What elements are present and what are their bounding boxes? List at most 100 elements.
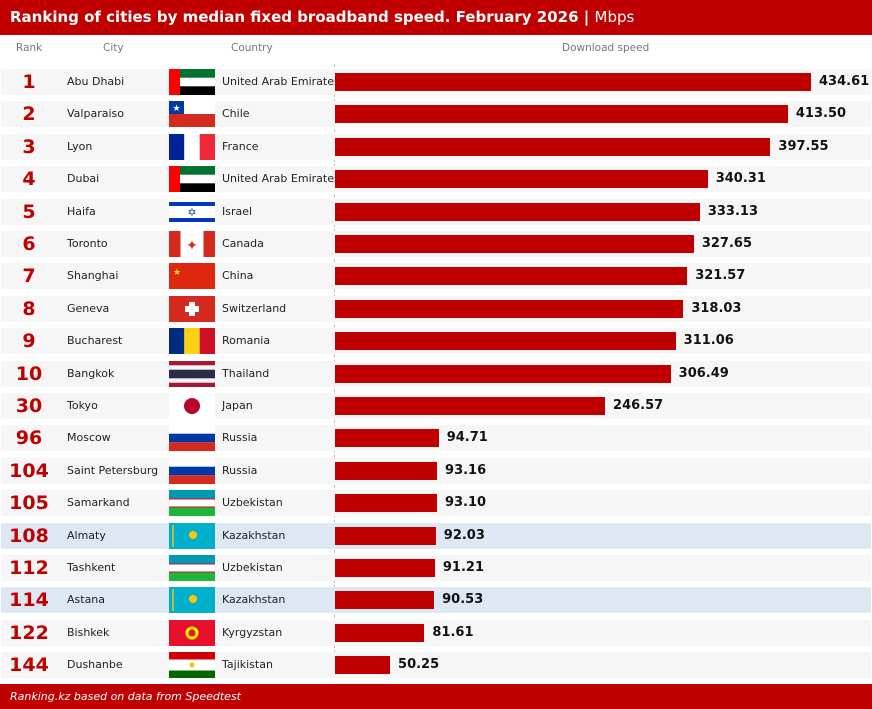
city-name: Tashkent: [67, 561, 116, 574]
speed-bar: [335, 137, 771, 156]
column-header-speed: Download speed: [562, 42, 650, 54]
column-header-country: Country: [231, 42, 273, 54]
city-name: Almaty: [67, 528, 106, 542]
country-name: Romania: [222, 334, 271, 348]
rank-number: 6: [22, 233, 36, 255]
speed-value-label: 92.03: [443, 527, 485, 543]
uzbekistan-flag-icon: [169, 555, 215, 581]
kyrgyzstan-flag-icon: [169, 619, 215, 646]
rank-number: 1: [22, 71, 36, 93]
speed-bar: [335, 332, 676, 351]
speed-bar: [335, 105, 788, 124]
rank-number: 30: [15, 395, 43, 417]
rank-number: 8: [22, 297, 36, 320]
speed-bar: [335, 461, 438, 480]
speed-bar: [335, 397, 606, 415]
city-name: Bangkok: [67, 366, 115, 380]
rank-number: 104: [9, 459, 49, 482]
rank-number: 5: [22, 200, 36, 223]
speed-value-label: 340.31: [715, 171, 766, 187]
speed-value-label: 397.55: [778, 138, 829, 154]
country-name: United Arab Emirates: [222, 75, 340, 88]
japan-flag-icon: [169, 393, 215, 419]
svg-text:★: ★: [172, 104, 180, 114]
chart-title: Ranking of cities by median fixed broadb…: [10, 8, 579, 26]
speed-value-label: 434.61: [819, 74, 870, 89]
table-row: 4 Dubai United Arab Emirates 340.31: [1, 166, 871, 193]
speed-bar: [335, 73, 811, 91]
svg-text:✡: ✡: [187, 206, 196, 219]
speed-value-label: 50.25: [398, 657, 440, 673]
title-separator: |: [583, 8, 590, 26]
table-row: 10 Bangkok Thailand 306.49: [1, 360, 871, 387]
table-row: 96 Moscow Russia 94.71: [1, 425, 871, 452]
country-name: Kazakhstan: [222, 528, 286, 542]
rank-number: 108: [9, 524, 49, 547]
table-row: 7 Shanghai ★ China 321.57: [1, 263, 871, 290]
rank-number: 7: [22, 265, 36, 288]
rank-number: 96: [15, 427, 43, 450]
speed-value-label: 327.65: [701, 236, 753, 251]
table-row: 3 Lyon France 397.55: [1, 133, 871, 160]
table-row: 1 Abu Dhabi United Arab Emirates 434.61: [1, 69, 871, 95]
romania-flag-icon: [169, 328, 215, 355]
city-name: Tokyo: [67, 399, 98, 412]
speed-bar: [335, 429, 439, 448]
switzerland-flag-icon: [169, 295, 215, 322]
city-name: Dushanbe: [67, 658, 123, 672]
france-flag-icon: [169, 133, 215, 160]
country-name: Japan: [222, 399, 253, 412]
speed-value-label: 318.03: [691, 300, 742, 316]
country-name: Kazakhstan: [222, 593, 286, 607]
country-name: Canada: [222, 237, 264, 250]
rank-number: 114: [9, 589, 49, 612]
kazakhstan-flag-icon: [169, 522, 215, 549]
speed-bar: [335, 623, 425, 642]
unit-label: Mbps: [594, 8, 635, 26]
speed-bar: [335, 494, 437, 513]
country-name: Thailand: [222, 366, 270, 380]
table-row: 30 Tokyo Japan 246.57: [1, 393, 871, 419]
uae-flag-icon: [169, 166, 215, 193]
table-row: 122 Bishkek Kyrgyzstan 81.61: [1, 619, 871, 646]
speed-value-label: 306.49: [678, 365, 729, 381]
rank-number: 2: [22, 103, 36, 126]
russia-flag-icon: [169, 425, 215, 452]
table-row: 114 Astana Kazakhstan 90.53: [1, 587, 871, 614]
speed-value-label: 93.10: [444, 495, 487, 511]
chart-title-bar: Ranking of cities by median fixed broadb…: [0, 0, 872, 35]
tajikistan-flag-icon: [169, 652, 215, 679]
country-name: Uzbekistan: [222, 496, 283, 510]
speed-bar: [335, 170, 708, 189]
city-name: Moscow: [67, 431, 111, 445]
speed-value-label: 413.50: [795, 106, 847, 122]
country-name: Tajikistan: [222, 658, 273, 672]
speed-bar: [335, 267, 688, 286]
svg-text:✦: ✦: [186, 238, 198, 254]
rank-number: 10: [15, 362, 43, 385]
speed-bar: [335, 235, 694, 253]
table-row: 5 Haifa ✡ Israel 333.13: [1, 198, 871, 225]
city-name: Dubai: [67, 172, 100, 186]
source-footer: Ranking.kz based on data from Speedtest: [0, 684, 872, 709]
city-name: Bucharest: [67, 334, 123, 348]
city-name: Astana: [67, 593, 106, 607]
table-row: 112 Tashkent Uzbekistan 91.21: [1, 555, 871, 581]
city-name: Toronto: [67, 237, 108, 250]
speed-bar: [335, 656, 391, 675]
speed-value-label: 93.16: [445, 462, 487, 478]
country-name: Uzbekistan: [222, 561, 283, 574]
city-name: Bishkek: [67, 625, 110, 639]
speed-bar: [335, 364, 671, 383]
rank-number: 112: [9, 557, 49, 579]
city-name: Saint Petersburg: [67, 463, 159, 477]
speed-value-label: 91.21: [442, 560, 485, 575]
china-flag-icon: ★: [169, 263, 215, 290]
table-row: 2 Valparaiso ★ Chile 413.50: [1, 101, 871, 128]
column-header-city: City: [103, 42, 124, 54]
table-row: 9 Bucharest Romania 311.06: [1, 328, 871, 355]
speed-bar: [335, 299, 684, 318]
uae-flag-icon: [169, 69, 215, 95]
speed-value-label: 90.53: [442, 592, 484, 608]
speed-bar: [335, 526, 436, 545]
